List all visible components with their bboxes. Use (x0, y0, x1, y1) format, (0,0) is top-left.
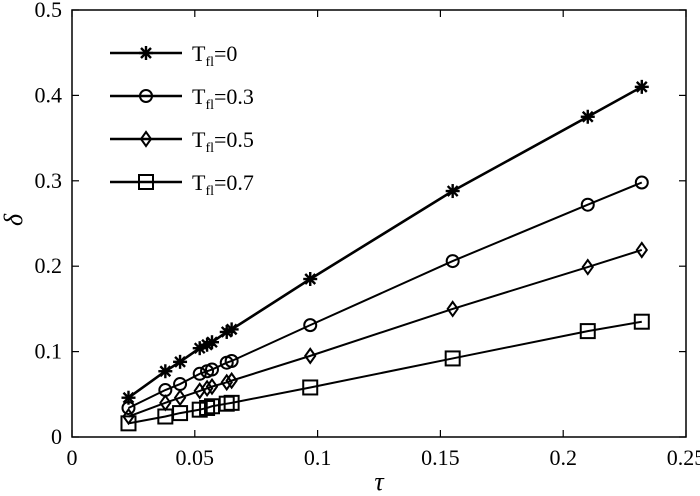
x-tick-label: 0 (67, 445, 78, 470)
x-axis-label: τ (374, 467, 385, 496)
y-tick-label: 0.4 (35, 82, 63, 107)
data-point-circle (139, 89, 153, 103)
series-line (128, 249, 643, 418)
data-point-circle (204, 362, 219, 377)
data-point-circle (224, 353, 239, 368)
data-point-circle (634, 175, 649, 190)
data-point-diamond (581, 258, 594, 276)
x-tick-label: 0.05 (176, 445, 215, 470)
data-point-diamond (220, 373, 233, 392)
series-diamond (122, 241, 649, 426)
x-tick-label: 0.15 (421, 445, 460, 470)
data-point-diamond (173, 388, 187, 407)
data-point-star (204, 335, 219, 350)
y-tick-label: 0.3 (35, 168, 63, 193)
legend-entry: Tfl=0.5 (110, 127, 254, 156)
data-point-diamond (205, 377, 219, 396)
data-point-square (302, 379, 319, 396)
legend-label: Tfl=0.7 (192, 170, 254, 199)
legend-entry: Tfl=0 (110, 41, 237, 70)
series-square (120, 313, 650, 432)
data-point-square (138, 174, 154, 190)
data-point-square (579, 323, 596, 340)
data-point-diamond (635, 241, 649, 259)
axis-ticks: 0 0.05 0.1 0.15 0.2 0.25 0 0.1 0.2 0.3 0.4 0.5 (35, 0, 700, 470)
data-point-diamond (446, 300, 459, 318)
series-layer (120, 79, 650, 432)
y-tick-label: 0 (51, 424, 62, 449)
y-axis-label: δ (0, 213, 28, 226)
data-point-square (444, 350, 461, 367)
legend-entry: Tfl=0.3 (110, 84, 254, 113)
data-point-star (158, 364, 173, 379)
x-tick-label: 0.2 (549, 445, 577, 470)
series-circle (121, 175, 649, 415)
data-point-diamond (200, 379, 214, 398)
data-point-square (199, 399, 216, 416)
y-tick-label: 0.5 (35, 0, 63, 22)
legend: Tfl=0 Tfl=0.3 Tfl=0.5 Tfl=0.7 (110, 41, 254, 199)
data-point-circle (192, 366, 207, 381)
data-point-star (580, 109, 595, 124)
data-point-square (223, 394, 240, 411)
data-point-diamond (122, 407, 135, 426)
data-point-circle (121, 400, 136, 415)
x-tick-label: 0.1 (304, 445, 332, 470)
data-point-star (173, 354, 188, 369)
legend-label: Tfl=0.3 (192, 84, 254, 113)
data-point-square (120, 415, 137, 432)
legend-entry: Tfl=0.7 (110, 170, 254, 199)
legend-label: Tfl=0.5 (192, 127, 254, 156)
series-star (121, 79, 649, 405)
data-point-star (224, 322, 239, 337)
data-point-diamond (225, 371, 238, 390)
data-point-circle (445, 254, 460, 269)
data-point-star (445, 184, 460, 199)
series-line (128, 181, 643, 409)
data-point-star (303, 272, 318, 287)
data-point-diamond (304, 347, 317, 365)
data-point-diamond (139, 130, 153, 148)
y-tick-label: 0.2 (35, 253, 63, 278)
y-tick-label: 0.1 (35, 339, 63, 364)
data-point-square (633, 313, 650, 330)
x-tick-label: 0.25 (667, 445, 700, 470)
data-point-star (139, 46, 153, 60)
data-point-circle (580, 197, 595, 212)
data-point-circle (303, 318, 318, 333)
data-point-square (172, 405, 189, 422)
data-point-star (634, 79, 649, 94)
legend-label: Tfl=0 (192, 41, 237, 70)
